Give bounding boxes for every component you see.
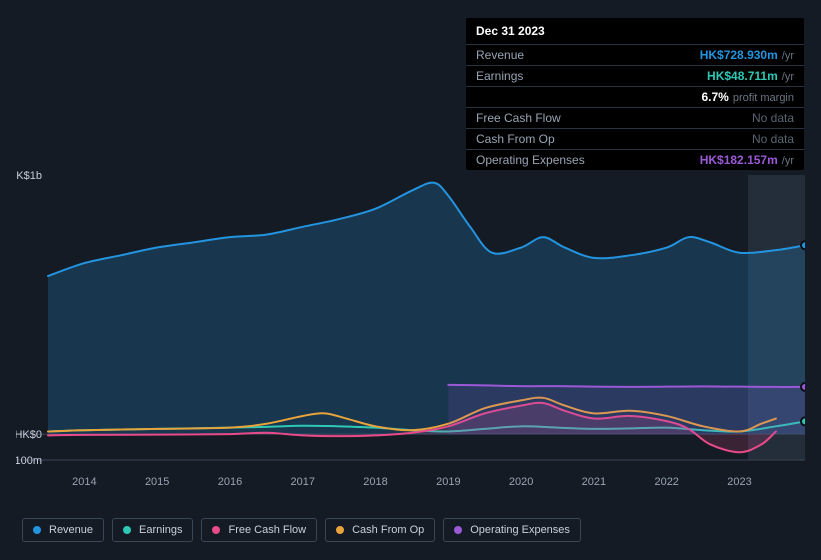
legend: Revenue Earnings Free Cash Flow Cash From O…	[22, 518, 581, 542]
tooltip-label: Earnings	[476, 69, 707, 83]
tooltip-label: Cash From Op	[476, 132, 752, 146]
legend-label: Cash From Op	[352, 524, 424, 536]
legend-item-revenue[interactable]: Revenue	[22, 518, 104, 542]
svg-text:2020: 2020	[509, 476, 533, 488]
tooltip-value: HK$48.711m/yr	[707, 69, 794, 83]
svg-text:2014: 2014	[72, 476, 96, 488]
legend-dot-icon	[454, 526, 462, 534]
data-tooltip: Dec 31 2023 RevenueHK$728.930m/yrEarning…	[466, 18, 804, 170]
svg-text:2019: 2019	[436, 476, 460, 488]
svg-text:2023: 2023	[727, 476, 751, 488]
svg-text:2015: 2015	[145, 476, 169, 488]
legend-label: Free Cash Flow	[228, 524, 306, 536]
tooltip-value: HK$182.157m/yr	[700, 153, 794, 167]
tooltip-row: RevenueHK$728.930m/yr	[466, 44, 804, 65]
tooltip-value: No data	[752, 132, 794, 146]
svg-text:2017: 2017	[291, 476, 315, 488]
tooltip-value: 6.7%profit margin	[702, 90, 795, 104]
legend-dot-icon	[33, 526, 41, 534]
tooltip-row: Cash From OpNo data	[466, 128, 804, 149]
tooltip-label: Free Cash Flow	[476, 111, 752, 125]
tooltip-label: Revenue	[476, 48, 700, 62]
svg-text:HK$1b: HK$1b	[16, 170, 42, 182]
tooltip-value: HK$728.930m/yr	[700, 48, 794, 62]
legend-item-free-cash-flow[interactable]: Free Cash Flow	[201, 518, 317, 542]
tooltip-date: Dec 31 2023	[466, 18, 804, 44]
legend-label: Operating Expenses	[470, 524, 570, 536]
legend-item-cash-from-op[interactable]: Cash From Op	[325, 518, 435, 542]
legend-dot-icon	[336, 526, 344, 534]
legend-dot-icon	[212, 526, 220, 534]
svg-text:2016: 2016	[218, 476, 242, 488]
svg-text:2022: 2022	[654, 476, 678, 488]
svg-text:-HK$100m: -HK$100m	[16, 455, 42, 467]
tooltip-value: No data	[752, 111, 794, 125]
legend-item-earnings[interactable]: Earnings	[112, 518, 193, 542]
legend-label: Revenue	[49, 524, 93, 536]
tooltip-row: Free Cash FlowNo data	[466, 107, 804, 128]
legend-label: Earnings	[139, 524, 182, 536]
financials-chart: HK$1b HK$0 -HK$100m 2014 2015 2016 2017 2018 201…	[16, 160, 805, 500]
legend-item-operating-expenses[interactable]: Operating Expenses	[443, 518, 581, 542]
tooltip-row: Operating ExpensesHK$182.157m/yr	[466, 149, 804, 170]
legend-dot-icon	[123, 526, 131, 534]
svg-text:HK$0: HK$0	[16, 429, 42, 441]
tooltip-row: 6.7%profit margin	[466, 86, 804, 107]
tooltip-label	[476, 90, 702, 104]
tooltip-label: Operating Expenses	[476, 153, 700, 167]
chart-svg: HK$1b HK$0 -HK$100m 2014 2015 2016 2017 2018 201…	[16, 160, 805, 500]
tooltip-row: EarningsHK$48.711m/yr	[466, 65, 804, 86]
svg-text:2018: 2018	[363, 476, 387, 488]
svg-text:2021: 2021	[582, 476, 606, 488]
